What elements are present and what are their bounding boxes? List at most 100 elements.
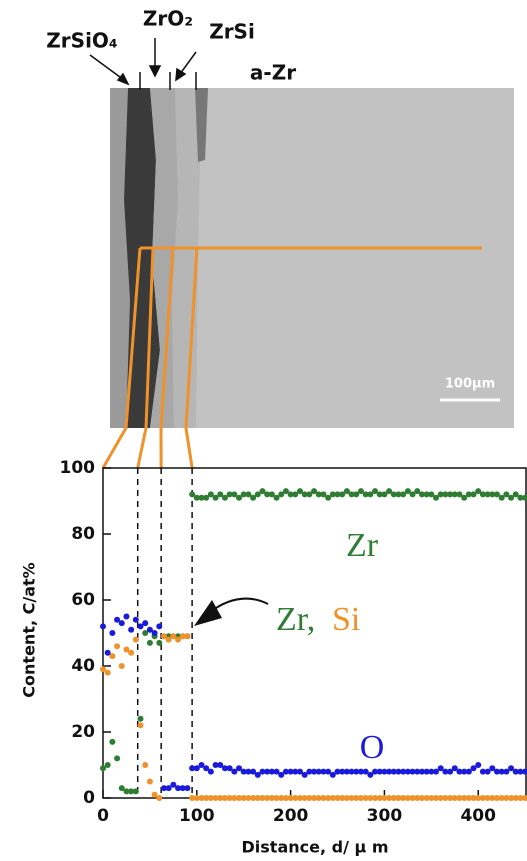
data-point [184,785,191,792]
data-point [433,795,440,801]
data-point [100,765,106,772]
data-point [306,795,313,801]
data-point [170,633,177,640]
data-point [250,494,257,501]
series-label: Zr [346,527,379,564]
data-point [343,488,350,495]
data-point [217,491,224,498]
data-point [325,494,332,501]
data-point [114,755,121,762]
data-point [236,765,243,772]
data-point [395,795,402,801]
layer-label: a-Zr [250,61,296,85]
x-tick-label: 200 [273,806,309,826]
data-point [282,768,289,775]
data-point [315,768,322,775]
data-point [381,768,388,775]
data-point [390,768,397,775]
data-point [442,491,449,498]
data-point [170,781,177,788]
data-point [156,795,163,801]
data-point [395,491,402,498]
data-point [207,768,214,775]
zro2-layer [150,88,178,428]
data-point [433,768,440,775]
data-point [278,491,285,498]
y-tick-label: 0 [83,788,95,808]
data-point [489,491,496,498]
data-point [221,494,228,501]
data-point [264,795,271,801]
data-point [508,765,515,772]
data-point [484,768,491,775]
data-point [522,795,527,801]
data-point [137,623,144,630]
data-point [428,491,435,498]
data-point [292,491,299,498]
data-point [325,768,332,775]
data-point [357,795,364,801]
data-point [456,768,463,775]
data-point [203,795,210,801]
data-point [451,765,458,772]
data-point [339,768,346,775]
connector-line [184,247,199,469]
data-point [404,488,411,495]
data-point [236,795,243,801]
data-point [353,768,360,775]
data-point [418,491,425,498]
data-point [465,768,472,775]
data-point [245,795,252,801]
data-point [109,738,116,745]
data-point [287,795,294,801]
data-point [207,491,214,498]
data-point [292,768,299,775]
data-point [245,491,252,498]
data-point [142,762,149,768]
data-point [123,788,130,795]
data-point [151,791,158,798]
data-point [404,795,411,801]
data-point [311,795,318,801]
data-point [231,795,238,801]
data-point [221,765,228,772]
data-point [146,778,153,785]
data-point [226,765,233,772]
data-point [517,768,524,775]
plot: 0 20 40 60 80 100 0 100 200 300 400 Distance, d/ μ … [20,458,527,857]
data-point [282,795,289,801]
data-point [418,795,425,801]
data-point [193,795,200,801]
data-point [376,768,383,775]
data-point [301,771,308,778]
data-point [409,768,416,775]
data-point [362,491,369,498]
data-point [400,768,407,775]
data-point [484,795,491,801]
y-tick-label: 60 [71,590,95,610]
data-point [498,768,505,775]
data-point [282,488,289,495]
layer-label: ZrO₂ [143,7,193,31]
data-point [465,491,472,498]
data-point [423,768,430,775]
data-point [273,795,280,801]
data-point [348,491,355,498]
data-point [367,795,374,801]
data-point [189,491,196,498]
data-point [268,795,275,801]
data-point [334,491,341,498]
data-point [306,768,313,775]
data-point [104,649,111,656]
data-point [386,768,393,775]
data-point [160,785,167,792]
layer-label: ZrSi [209,20,255,44]
data-point [414,768,421,775]
data-point [109,630,116,636]
data-point [442,795,449,801]
label-arrows [89,38,197,90]
data-point [456,491,463,498]
x-tick-label: 100 [179,806,215,826]
data-point [212,795,219,801]
data-point [386,795,393,801]
